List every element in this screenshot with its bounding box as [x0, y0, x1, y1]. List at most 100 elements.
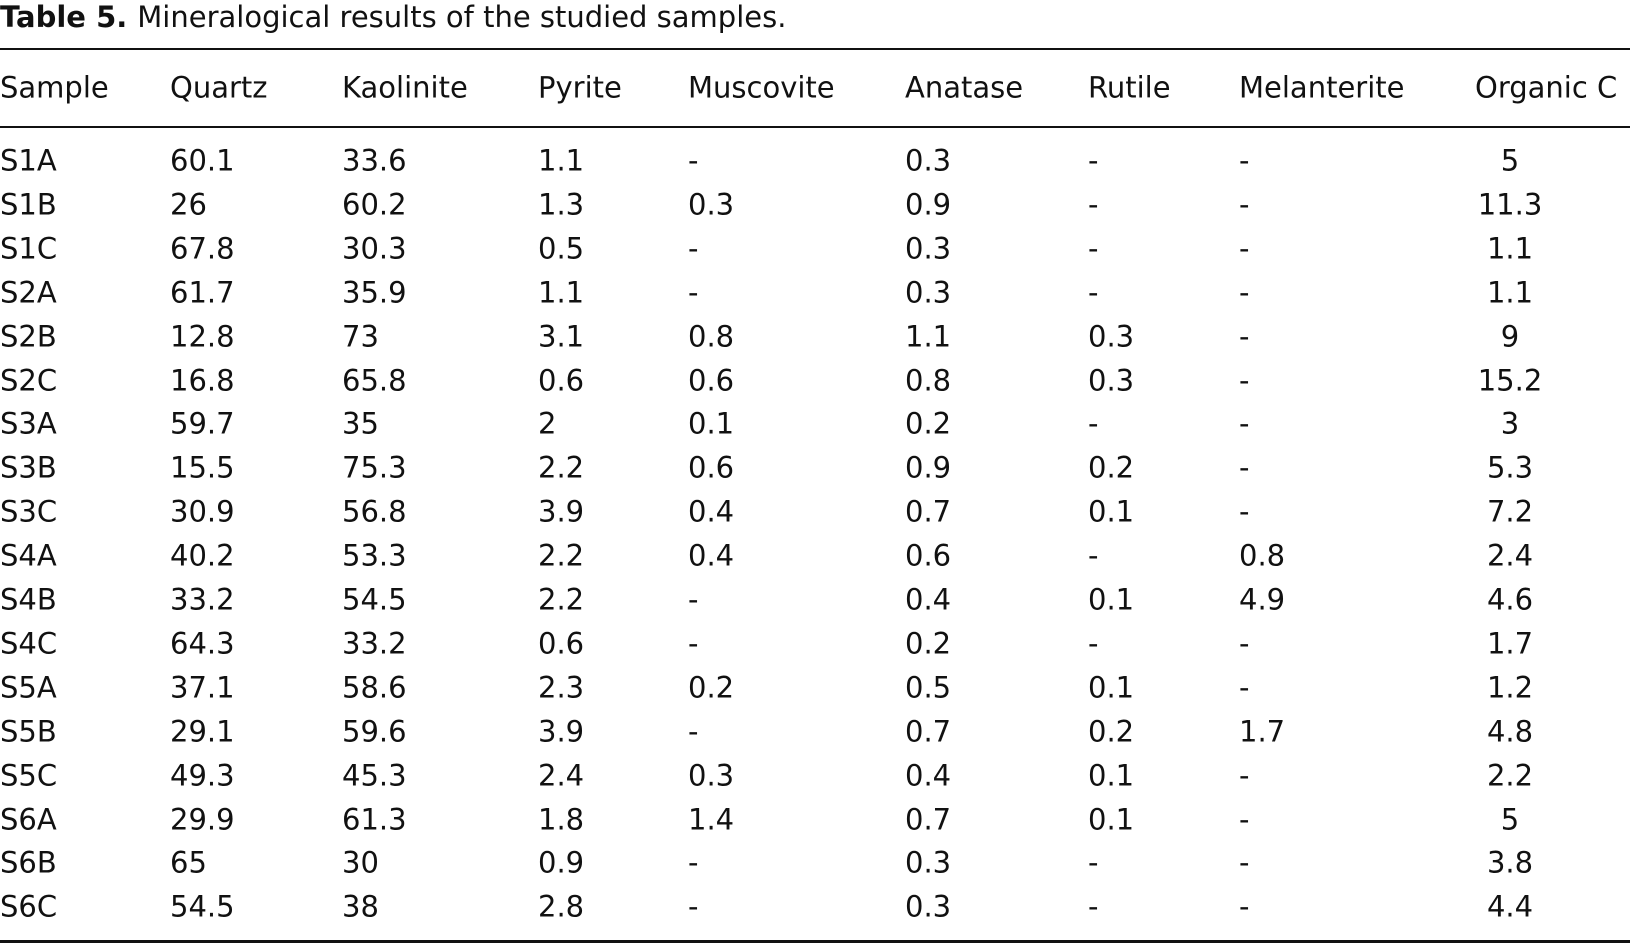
column-header: Sample	[0, 70, 109, 105]
table-cell: 60.1	[170, 143, 235, 178]
table-cell: 0.1	[688, 406, 735, 441]
table-cell: 1.1	[1486, 231, 1534, 266]
table-cell: 35	[342, 406, 379, 441]
table-cell: -	[688, 231, 699, 266]
table-cell: 58.6	[342, 670, 407, 705]
table-cell: 1.1	[905, 319, 952, 354]
table-cell: 0.3	[905, 845, 952, 880]
table-cell: -	[1239, 670, 1250, 705]
table-cell: -	[1239, 275, 1250, 310]
row-label: S5B	[0, 714, 57, 749]
table-cell: 2.4	[538, 758, 585, 793]
table-cell: 3.8	[1486, 845, 1534, 880]
table-cell: 5	[1500, 143, 1520, 178]
table-cell: -	[1239, 143, 1250, 178]
caption-text: Mineralogical results of the studied sam…	[137, 0, 787, 34]
table-cell: 33.6	[342, 143, 407, 178]
header-rule	[0, 126, 1630, 128]
table-cell: 0.9	[905, 187, 952, 222]
column-header: Quartz	[170, 70, 268, 105]
table-cell: 0.2	[1088, 450, 1135, 485]
table-cell: 0.1	[1088, 582, 1135, 617]
row-label: S1C	[0, 231, 58, 266]
table-cell: 38	[342, 889, 379, 924]
table-cell: 2.2	[538, 538, 585, 573]
table-cell: -	[688, 714, 699, 749]
row-label: S5C	[0, 758, 58, 793]
table-cell: 0.3	[1088, 319, 1135, 354]
table-cell: 0.7	[905, 714, 952, 749]
column-header: Rutile	[1088, 70, 1171, 105]
table-cell: 0.3	[905, 231, 952, 266]
table-cell: 0.5	[538, 231, 585, 266]
table-cell: 1.7	[1239, 714, 1286, 749]
row-label: S2B	[0, 319, 57, 354]
table-cell: -	[1239, 494, 1250, 529]
table-cell: 0.3	[905, 889, 952, 924]
table-cell: 0.2	[905, 406, 952, 441]
table-cell: -	[1239, 319, 1250, 354]
table-cell: 2.8	[538, 889, 585, 924]
table-cell: 0.7	[905, 802, 952, 836]
table-cell: 0.8	[905, 363, 952, 397]
table-cell: 0.1	[1088, 494, 1135, 529]
table-cell: -	[688, 845, 699, 880]
table-cell: 0.6	[538, 626, 585, 661]
table-cell: 45.3	[342, 758, 407, 793]
table-cell: 4.8	[1486, 714, 1534, 749]
table-cell: 1.1	[1486, 275, 1534, 310]
table-cell: 65	[170, 845, 207, 880]
table-cell: -	[688, 143, 699, 178]
table-cell: 61.7	[170, 275, 235, 310]
row-label: S4B	[0, 582, 57, 617]
table-cell: 1.3	[538, 187, 585, 222]
row-label: S6B	[0, 845, 57, 880]
table-cell: -	[1239, 231, 1250, 266]
table-cell: 30.9	[170, 494, 235, 529]
row-label: S3C	[0, 494, 58, 529]
table-cell: -	[1088, 538, 1099, 573]
table-cell: 0.8	[1239, 538, 1286, 573]
table-cell: 2.3	[538, 670, 585, 705]
table-cell: 2.2	[1486, 758, 1534, 793]
table-cell: 35.9	[342, 275, 407, 310]
table-cell: 0.3	[905, 143, 952, 178]
row-label: S4A	[0, 538, 57, 573]
row-label: S2C	[0, 363, 58, 397]
table-cell: -	[1088, 845, 1099, 880]
table-cell: 3	[1500, 406, 1520, 441]
table-cell: -	[1239, 406, 1250, 441]
table-cell: 0.9	[538, 845, 585, 880]
table-cell: -	[1088, 231, 1099, 266]
table-cell: 37.1	[170, 670, 235, 705]
table-cell: 0.4	[905, 758, 952, 793]
table-cell: 30	[342, 845, 379, 880]
column-header: Anatase	[905, 70, 1024, 105]
table-cell: 59.7	[170, 406, 235, 441]
table-cell: 49.3	[170, 758, 235, 793]
column-header: Kaolinite	[342, 70, 468, 105]
table-cell: 5	[1500, 802, 1520, 836]
column-header: Melanterite	[1239, 70, 1405, 105]
table-cell: 0.2	[688, 670, 735, 705]
table-cell: -	[1088, 889, 1099, 924]
table-cell: 0.1	[1088, 802, 1135, 836]
table-cell: 0.3	[688, 187, 735, 222]
table-cell: 29.1	[170, 714, 235, 749]
table-cell: 2.2	[538, 582, 585, 617]
table-cell: -	[1239, 626, 1250, 661]
table-cell: 3.9	[538, 494, 585, 529]
column-header: Organic C	[1475, 70, 1618, 105]
table-cell: 53.3	[342, 538, 407, 573]
table-cell: 0.7	[905, 494, 952, 529]
table-cell: 75.3	[342, 450, 407, 485]
table-cell: -	[1239, 845, 1250, 880]
table-cell: 1.4	[688, 802, 735, 836]
table-cell: 7.2	[1486, 494, 1534, 529]
row-label: S6A	[0, 802, 57, 836]
table-cell: 0.6	[905, 538, 952, 573]
table-cell: 0.2	[1088, 714, 1135, 749]
table-cell: 3.1	[538, 319, 585, 354]
table-cell: 0.5	[905, 670, 952, 705]
